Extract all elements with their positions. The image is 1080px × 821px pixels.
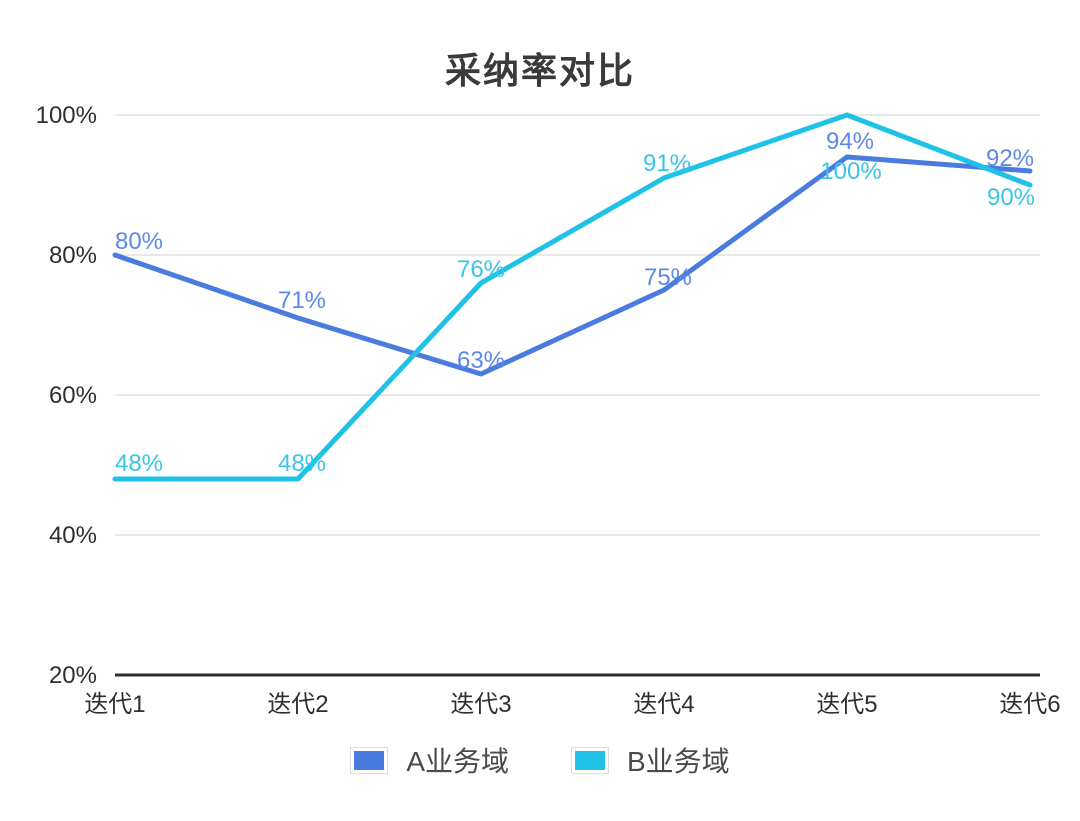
y-tick-label: 60% (49, 382, 97, 409)
data-label-a-1: 71% (278, 287, 326, 314)
x-tick-label: 迭代2 (267, 691, 328, 718)
data-label-b-4: 100% (820, 158, 881, 185)
legend-item-series-a[interactable]: A业务域 (350, 740, 509, 780)
x-tick-label: 迭代3 (450, 691, 511, 718)
data-label-a-0: 80% (115, 228, 163, 255)
chart-title: 采纳率对比 (444, 50, 635, 91)
legend-label-series-a: A业务域 (406, 746, 509, 777)
data-label-b-5: 90% (987, 184, 1035, 211)
x-tick-label: 迭代5 (816, 691, 877, 718)
data-label-b-3: 91% (643, 150, 691, 177)
data-label-b-0: 48% (115, 450, 163, 477)
legend-label-series-b: B业务域 (627, 746, 730, 777)
series-b-swatch-icon (575, 750, 605, 770)
chart-legend: A业务域 B业务域 (0, 740, 1080, 780)
series-line-a (112, 154, 1033, 377)
data-label-b-2: 76% (457, 256, 505, 283)
legend-swatch-frame (350, 746, 389, 774)
data-label-b-1: 48% (278, 450, 326, 477)
legend-swatch-frame (571, 746, 609, 774)
y-tick-label: 40% (49, 522, 97, 549)
legend-item-series-b[interactable]: B业务域 (571, 740, 730, 780)
y-tick-label: 20% (49, 662, 97, 689)
series-line-b (112, 112, 1033, 482)
data-label-a-3: 75% (644, 264, 692, 291)
x-tick-label: 迭代1 (84, 691, 145, 718)
x-tick-label: 迭代6 (999, 691, 1060, 718)
data-label-a-5: 92% (986, 145, 1034, 172)
data-label-a-2: 63% (457, 347, 505, 374)
y-tick-label: 100% (36, 102, 97, 129)
y-tick-label: 80% (49, 242, 97, 269)
x-tick-label: 迭代4 (633, 691, 694, 718)
data-label-a-4: 94% (826, 128, 874, 155)
series-a-swatch-icon (354, 750, 385, 770)
